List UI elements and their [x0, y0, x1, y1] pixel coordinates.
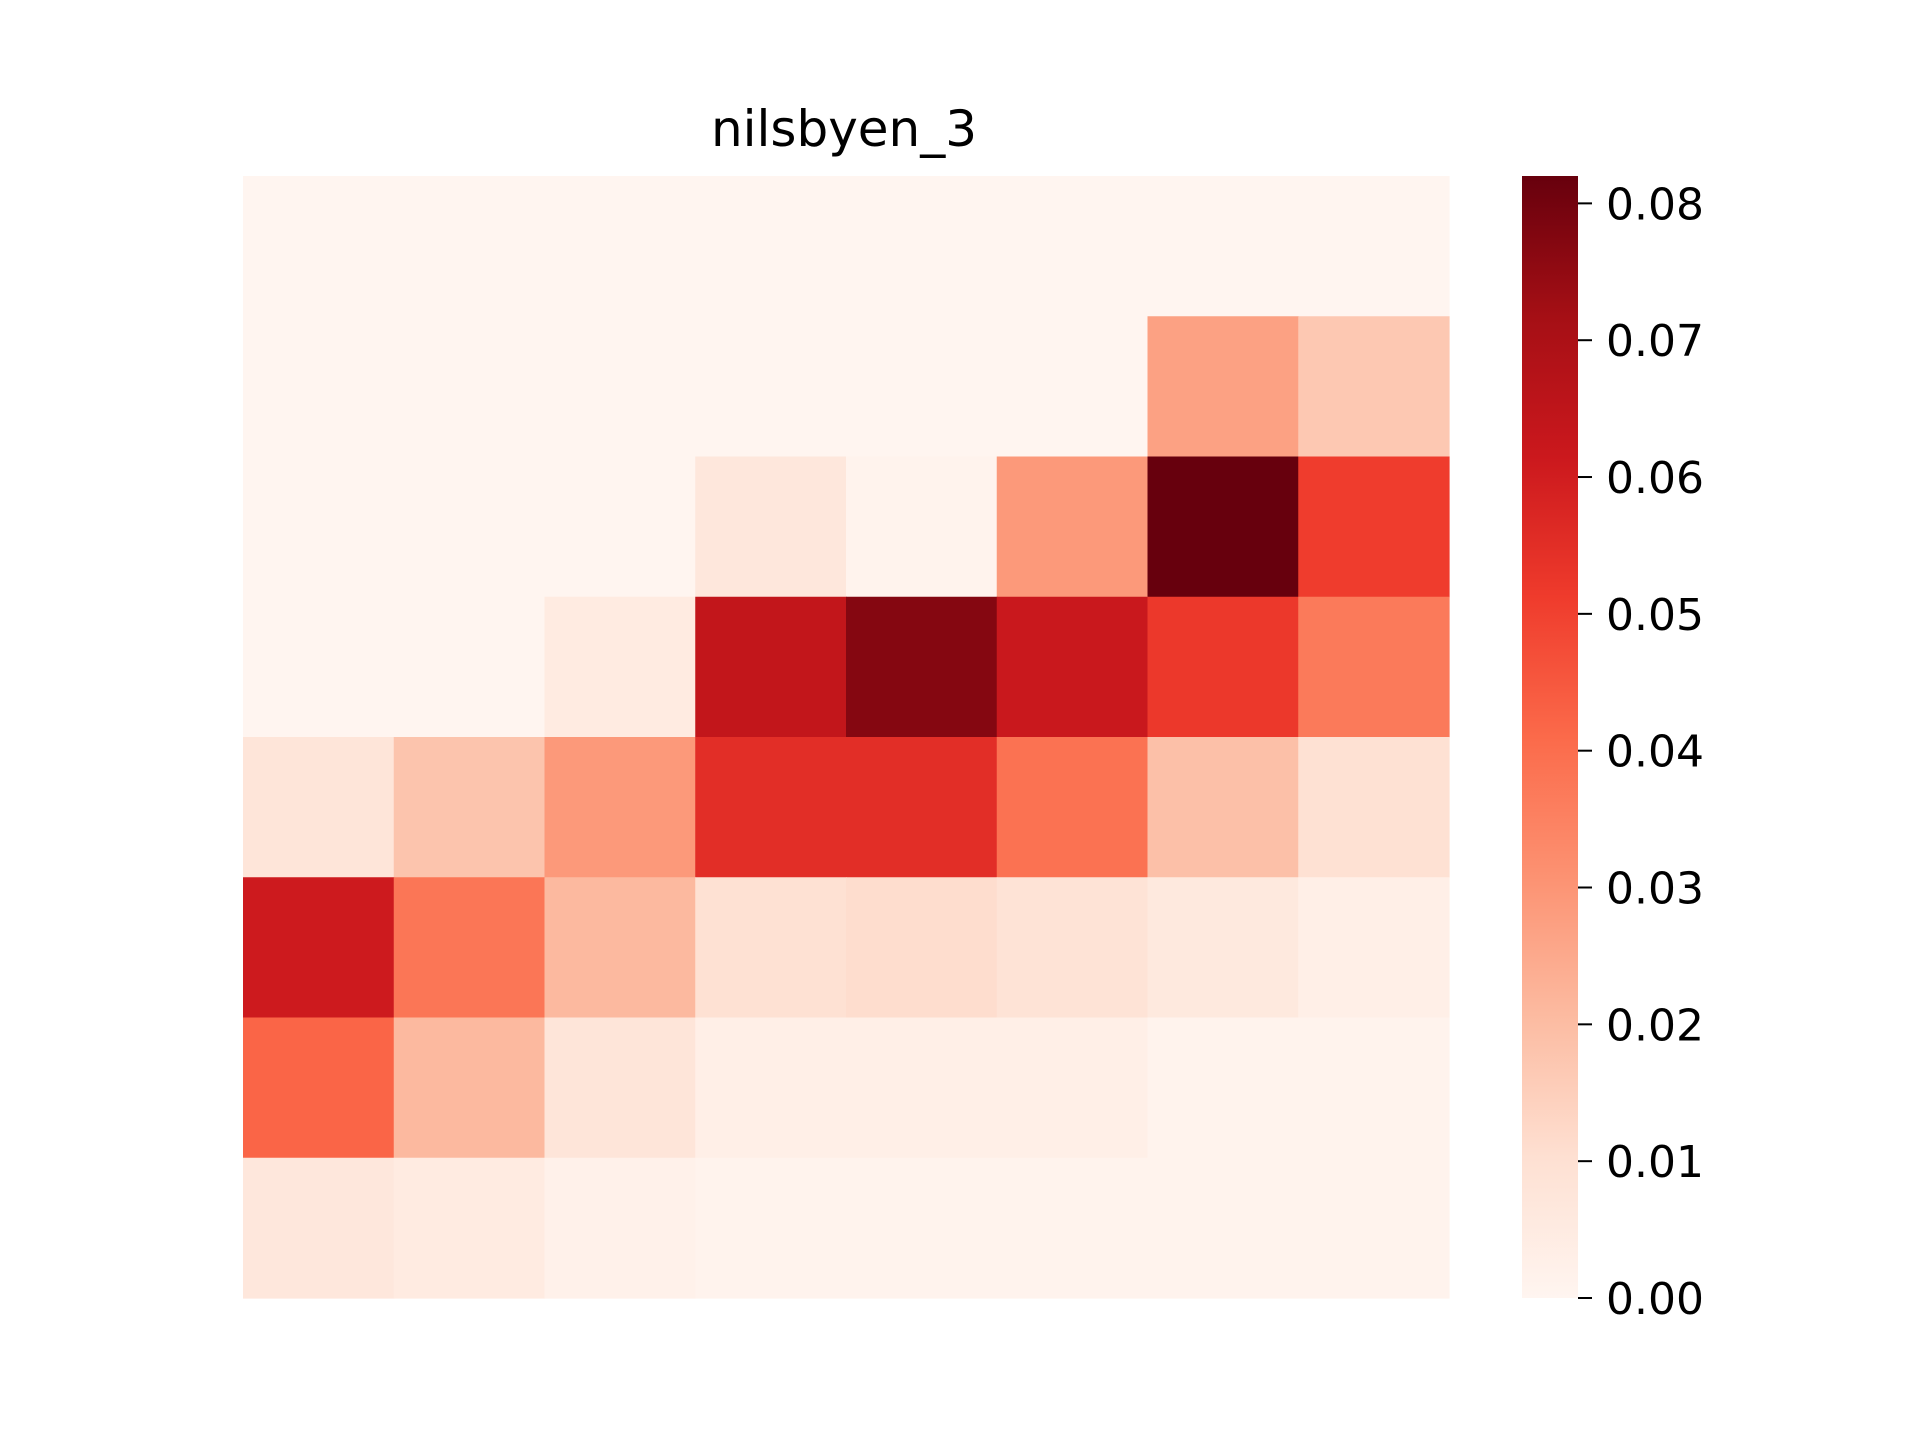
heatmap-cell-r2-c2	[544, 456, 696, 598]
colorbar-tick-label: 0.05	[1606, 590, 1704, 641]
heatmap-cell-r1-c2	[544, 316, 696, 458]
heatmap-cell-r1-c6	[1147, 316, 1299, 458]
heatmap-cell-r1-c5	[996, 316, 1149, 458]
heatmap-cell-r7-c2	[544, 1157, 696, 1299]
heatmap-cell-r1-c7	[1298, 316, 1450, 458]
heatmap-cell-r0-c2	[544, 176, 696, 317]
heatmap-cell-r5-c5	[996, 877, 1149, 1019]
heatmap-cell-r7-c1	[393, 1157, 546, 1299]
heatmap-cell-r6-c2	[544, 1017, 696, 1159]
heatmap-cell-r2-c4	[846, 456, 998, 598]
heatmap-cell-r2-c7	[1298, 456, 1450, 598]
heatmap-cell-r3-c2	[544, 596, 696, 738]
heatmap-cell-r1-c1	[393, 316, 546, 458]
heatmap-cell-r4-c4	[846, 737, 998, 878]
heatmap-cell-r0-c5	[996, 176, 1149, 317]
colorbar-tick-label: 0.03	[1606, 864, 1704, 915]
heatmap-cell-r0-c1	[393, 176, 546, 317]
heatmap-cell-r2-c6	[1147, 456, 1299, 598]
colorbar-tick-label: 0.08	[1606, 179, 1704, 230]
heatmap-cell-r5-c3	[695, 877, 847, 1019]
heatmap-cell-r5-c1	[393, 877, 546, 1019]
colorbar-tick-label: 0.04	[1606, 727, 1704, 778]
heatmap-cell-r6-c0	[243, 1017, 395, 1159]
heatmap-cell-r7-c4	[846, 1157, 998, 1299]
colorbar-tick-label: 0.01	[1606, 1137, 1704, 1188]
heatmap-cell-r5-c0	[243, 877, 395, 1019]
heatmap-cell-r0-c3	[695, 176, 847, 317]
colorbar-gradient	[1522, 176, 1578, 1298]
heatmap-cell-r4-c1	[393, 737, 546, 878]
heatmap-cell-r7-c3	[695, 1157, 847, 1299]
heatmap-cell-r7-c7	[1298, 1157, 1450, 1299]
colorbar-tick-label: 0.00	[1606, 1274, 1704, 1325]
heatmap-cell-r3-c3	[695, 596, 847, 738]
heatmap-cell-r6-c1	[393, 1017, 546, 1159]
heatmap-cell-r1-c3	[695, 316, 847, 458]
heatmap-cell-r4-c6	[1147, 737, 1299, 878]
heatmap-cell-r6-c5	[996, 1017, 1149, 1159]
heatmap-cell-r7-c6	[1147, 1157, 1299, 1299]
heatmap-cell-r5-c7	[1298, 877, 1450, 1019]
heatmap-grid	[243, 176, 1450, 1299]
heatmap-cell-r0-c6	[1147, 176, 1299, 317]
heatmap-cell-r2-c3	[695, 456, 847, 598]
heatmap-cell-r6-c7	[1298, 1017, 1450, 1159]
heatmap-cell-r4-c5	[996, 737, 1149, 878]
heatmap-cell-r4-c3	[695, 737, 847, 878]
colorbar: 0.00 0.01 0.02 0.03 0.04 0.05 0.06 0.07 0.08	[1522, 176, 1704, 1325]
heatmap-cell-r4-c2	[544, 737, 696, 878]
heatmap-cell-r3-c5	[996, 596, 1149, 738]
heatmap-cell-r7-c0	[243, 1157, 395, 1299]
heatmap-cell-r6-c6	[1147, 1017, 1299, 1159]
heatmap-cell-r1-c0	[243, 316, 395, 458]
heatmap-cell-r7-c5	[996, 1157, 1149, 1299]
heatmap-cell-r0-c4	[846, 176, 998, 317]
colorbar-ticks: 0.00 0.01 0.02 0.03 0.04 0.05 0.06 0.07 0.08	[1578, 179, 1704, 1325]
heatmap-cell-r2-c0	[243, 456, 395, 598]
heatmap-cell-r0-c7	[1298, 176, 1450, 317]
chart-title: nilsbyen_3	[711, 100, 977, 158]
heatmap-cell-r6-c4	[846, 1017, 998, 1159]
heatmap-cell-r4-c0	[243, 737, 395, 878]
colorbar-tick-label: 0.06	[1606, 453, 1704, 504]
colorbar-tick-label: 0.02	[1606, 1000, 1704, 1051]
heatmap-cell-r3-c6	[1147, 596, 1299, 738]
heatmap-cell-r0-c0	[243, 176, 395, 317]
heatmap-cell-r1-c4	[846, 316, 998, 458]
heatmap-cell-r3-c0	[243, 596, 395, 738]
colorbar-tick-label: 0.07	[1606, 316, 1704, 367]
heatmap-cell-r5-c2	[544, 877, 696, 1019]
heatmap-cell-r4-c7	[1298, 737, 1450, 878]
heatmap-cell-r3-c4	[846, 596, 998, 738]
heatmap-cell-r3-c7	[1298, 596, 1450, 738]
heatmap-cell-r3-c1	[393, 596, 546, 738]
heatmap-cell-r2-c1	[393, 456, 546, 598]
heatmap-cell-r5-c4	[846, 877, 998, 1019]
heatmap-cell-r5-c6	[1147, 877, 1299, 1019]
heatmap-cell-r6-c3	[695, 1017, 847, 1159]
heatmap-cell-r2-c5	[996, 456, 1149, 598]
